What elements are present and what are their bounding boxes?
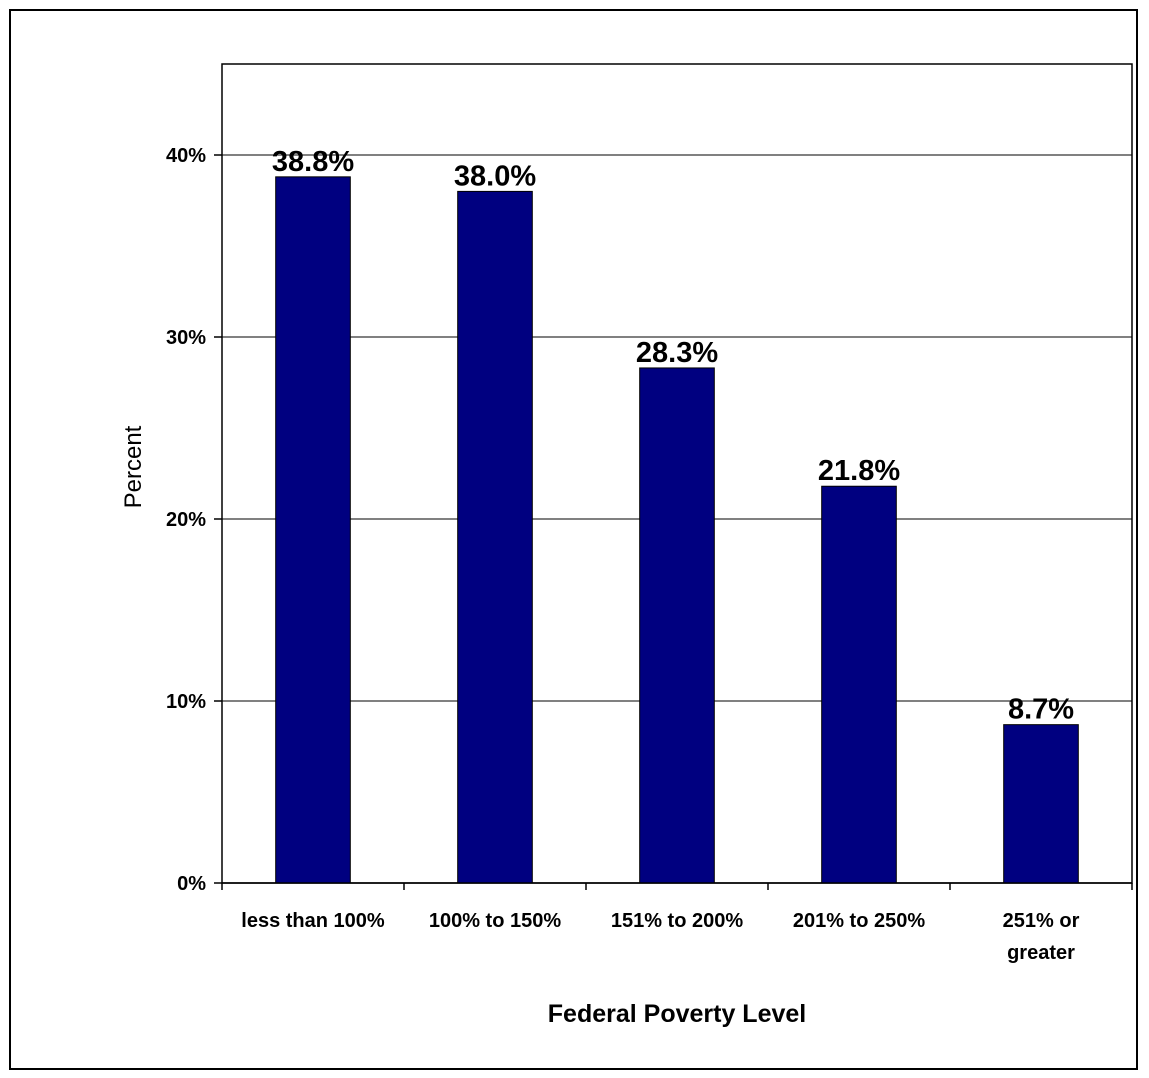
- y-tick-label: 40%: [166, 145, 206, 167]
- bar: [275, 176, 351, 884]
- bar: [639, 367, 715, 884]
- data-label: 38.0%: [454, 160, 536, 192]
- x-tick-label: 251% or: [1003, 910, 1080, 932]
- bar: [457, 190, 533, 884]
- chart-frame: [9, 9, 1138, 1070]
- bars: [275, 176, 1079, 884]
- y-tick-label: 10%: [166, 691, 206, 713]
- y-axis-title: Percent: [120, 425, 147, 508]
- data-label: 28.3%: [636, 337, 718, 369]
- bar: [821, 485, 897, 884]
- y-tick-label: 30%: [166, 327, 206, 349]
- bar: [1003, 724, 1079, 884]
- y-tick-label: 0%: [177, 873, 206, 895]
- data-label: 38.8%: [272, 146, 354, 178]
- data-label: 8.7%: [1008, 694, 1074, 726]
- x-tick-label: less than 100%: [241, 910, 385, 932]
- x-tick-label: 151% to 200%: [611, 910, 744, 932]
- x-tick-label: 201% to 250%: [793, 910, 926, 932]
- x-tick-label: 100% to 150%: [429, 910, 562, 932]
- data-label: 21.8%: [818, 455, 900, 487]
- x-tick-label: greater: [1007, 942, 1075, 964]
- y-tick-label: 20%: [166, 509, 206, 531]
- axes: [214, 154, 1133, 890]
- labels: 0% 10% 20% 30% 40% 38.8% less than 100% 38.0% 10…: [166, 145, 1080, 964]
- x-axis-title: Federal Poverty Level: [548, 1000, 806, 1028]
